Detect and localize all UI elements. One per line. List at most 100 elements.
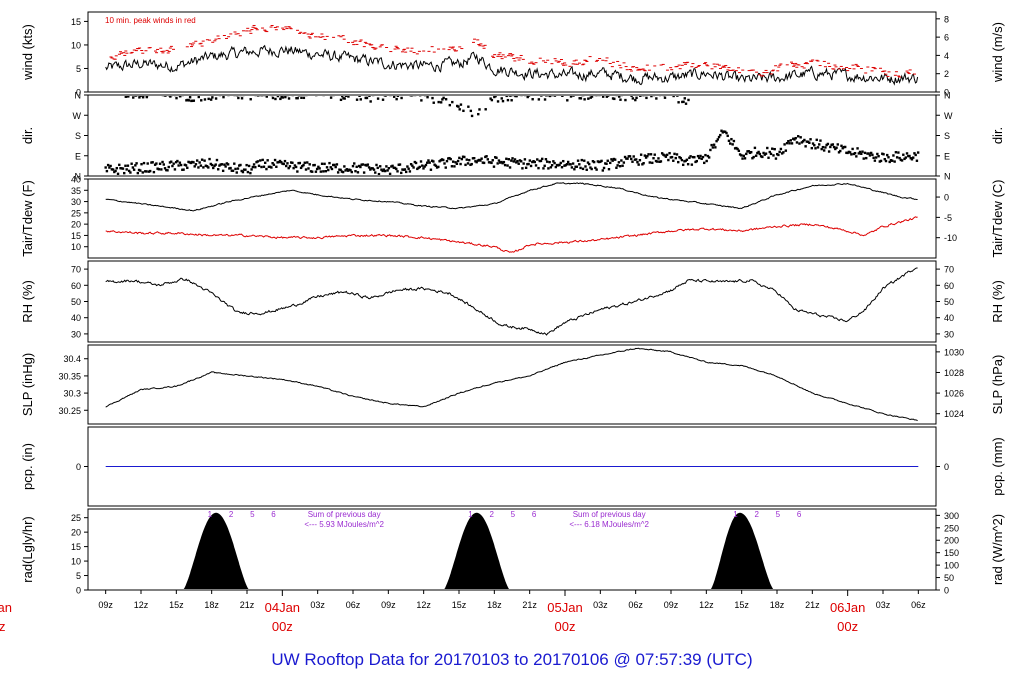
data-point (909, 156, 912, 160)
data-point (202, 166, 205, 169)
data-point (596, 160, 600, 163)
data-point (252, 163, 256, 166)
data-point (181, 168, 184, 171)
data-point (171, 164, 174, 168)
data-point (615, 96, 618, 97)
data-point (492, 165, 496, 168)
data-point (836, 143, 839, 146)
data-point (827, 150, 831, 153)
data-point (336, 171, 340, 174)
data-point (914, 153, 917, 157)
data-point (431, 96, 434, 100)
x-tick-label: 06z (346, 600, 361, 610)
data-point (907, 154, 910, 158)
data-point (191, 99, 194, 102)
y-axis-label-left: SLP (inHg) (20, 353, 35, 416)
data-point (591, 160, 595, 163)
data-point (763, 153, 767, 156)
data-point (501, 99, 505, 103)
data-point (510, 159, 513, 162)
data-point (322, 96, 325, 97)
data-point (524, 166, 528, 170)
data-point (186, 166, 189, 170)
data-point (305, 96, 308, 97)
x-tick-label: 03z (310, 600, 325, 610)
data-point (332, 163, 335, 167)
data-point (458, 156, 461, 160)
data-point (913, 152, 916, 155)
data-point (680, 158, 684, 162)
data-point (899, 158, 903, 162)
data-point (631, 97, 635, 100)
data-point (355, 165, 358, 169)
y-tick-label: W (73, 111, 82, 121)
data-point (874, 156, 878, 159)
data-point (396, 170, 399, 173)
data-point (470, 162, 473, 166)
data-point (387, 166, 391, 170)
data-point (717, 135, 721, 139)
x-tick-label: 06z (911, 600, 926, 610)
data-point (634, 158, 638, 161)
data-point (699, 154, 702, 158)
data-point (411, 164, 414, 167)
panel-frame (87, 178, 937, 259)
data-point (333, 163, 336, 167)
data-point (444, 166, 447, 169)
edge-day-label: Jan (0, 600, 12, 615)
data-point (721, 131, 724, 134)
hour-marker: 2 (754, 510, 759, 519)
data-point (610, 158, 613, 161)
data-point (197, 96, 200, 99)
data-point (681, 100, 684, 104)
data-point (327, 168, 330, 172)
data-point (466, 162, 470, 165)
data-point (548, 160, 551, 164)
data-point (406, 165, 409, 168)
data-point (256, 160, 259, 163)
data-point (886, 153, 889, 157)
data-point (649, 153, 653, 156)
data-point (158, 162, 162, 165)
data-point (506, 164, 509, 167)
data-point (595, 96, 599, 97)
data-point (131, 166, 135, 169)
data-point (135, 162, 138, 165)
data-point (637, 163, 640, 166)
data-point (341, 170, 345, 174)
data-point (447, 157, 450, 160)
data-point (762, 151, 765, 155)
data-point (215, 158, 219, 162)
data-point (203, 159, 206, 162)
data-point (357, 164, 361, 168)
data-point (624, 98, 627, 102)
data-point (374, 171, 377, 174)
data-point (124, 164, 127, 167)
data-point (385, 165, 388, 168)
data-point (557, 164, 560, 167)
data-point (474, 160, 477, 163)
data-point (200, 158, 204, 161)
hour-marker: 6 (797, 510, 802, 519)
data-point (106, 163, 110, 167)
data-point (612, 157, 616, 161)
data-point (267, 165, 271, 169)
data-point (258, 96, 261, 97)
data-point (413, 160, 417, 164)
data-point (792, 137, 795, 140)
data-point (738, 153, 742, 156)
x-tick-label: 21z (522, 600, 537, 610)
data-point (178, 161, 182, 164)
data-point (766, 146, 769, 150)
data-point (168, 161, 172, 164)
data-point (313, 163, 316, 167)
data-point (219, 163, 222, 166)
data-point (396, 96, 400, 98)
data-point (494, 96, 497, 98)
data-point (536, 158, 539, 161)
data-point (129, 171, 132, 174)
data-point (318, 167, 321, 170)
data-point (658, 96, 662, 97)
